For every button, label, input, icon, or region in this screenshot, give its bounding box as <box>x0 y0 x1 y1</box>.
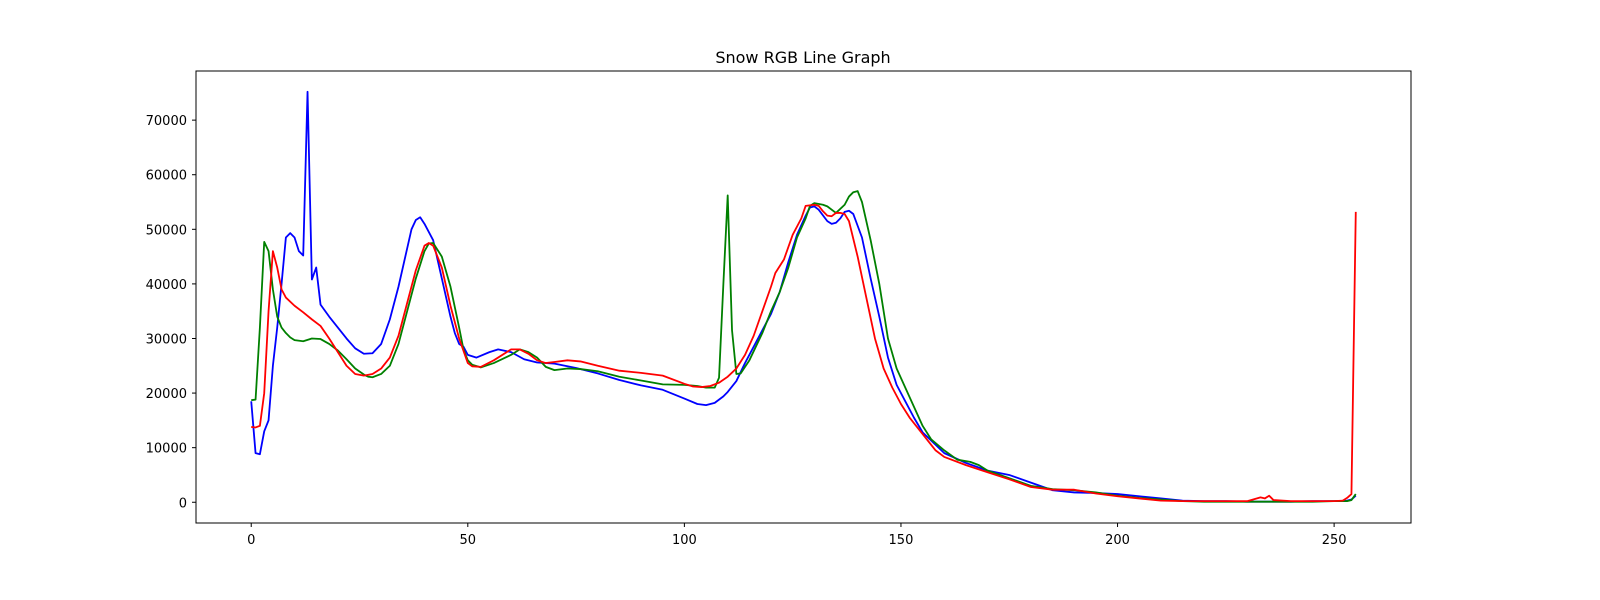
x-tick-label: 50 <box>460 533 477 548</box>
y-tick-label: 40000 <box>146 278 187 293</box>
series-line-2 <box>251 203 1357 503</box>
axis-layer: 0 50 100 150 200 250 0 10000 20000 30000 40000 5000… <box>146 114 1347 548</box>
plot-area-frame <box>195 70 1412 524</box>
x-tick-label: 100 <box>672 533 697 548</box>
y-tick-label: 0 <box>179 496 187 511</box>
y-tick-label: 20000 <box>146 387 187 402</box>
series-layer <box>250 90 1357 503</box>
y-tick-label: 50000 <box>146 223 187 238</box>
y-tick-label: 30000 <box>146 332 187 347</box>
series-line-0 <box>250 90 1357 503</box>
chart-title: Snow RGB Line Graph <box>715 48 890 67</box>
y-tick-label: 70000 <box>146 114 187 129</box>
series-line-1 <box>251 190 1357 503</box>
y-tick-label: 10000 <box>146 442 187 457</box>
x-tick-label: 0 <box>247 533 255 548</box>
y-tick-label: 60000 <box>146 169 187 184</box>
x-tick-label: 150 <box>889 533 914 548</box>
x-tick-label: 200 <box>1105 533 1130 548</box>
x-tick-label: 250 <box>1322 533 1347 548</box>
